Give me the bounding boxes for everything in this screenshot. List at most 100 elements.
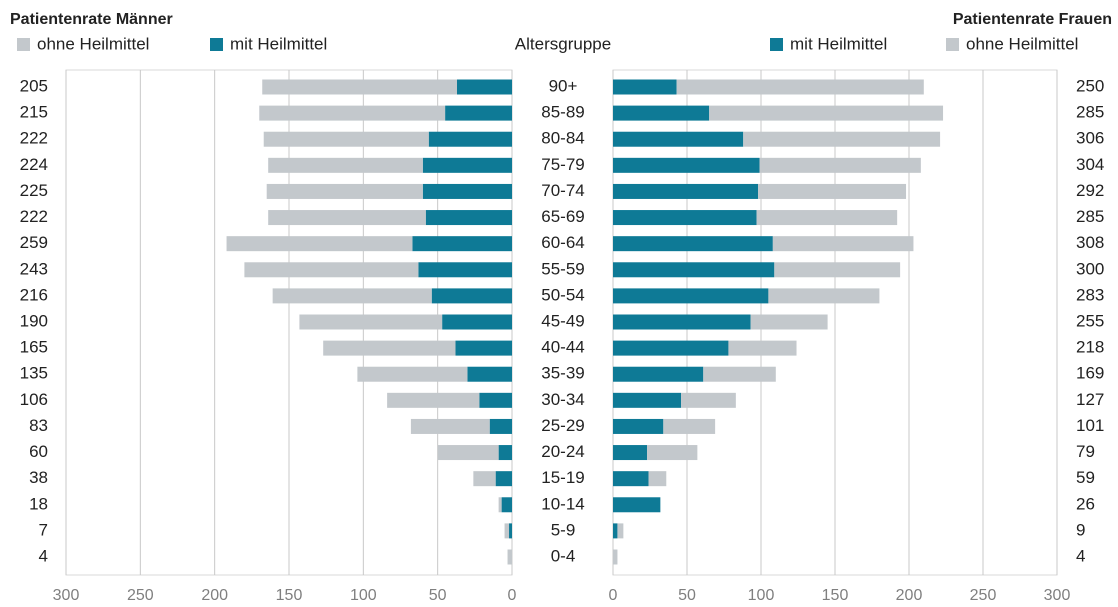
bar [262,79,457,95]
bar [613,105,710,121]
total-label: 306 [1076,129,1104,148]
x-tick-label: 250 [127,587,154,604]
bar [663,418,716,434]
total-label: 255 [1076,311,1104,330]
bar [613,392,682,408]
total-label: 308 [1076,233,1104,252]
bar [504,523,510,539]
category-label: 45-49 [541,311,584,330]
total-label: 59 [1076,468,1095,487]
x-tick-label: 150 [822,587,849,604]
bar [507,549,512,565]
category-label: 30-34 [541,390,584,409]
legend-label: ohne Heilmittel [966,34,1078,53]
bar [613,314,751,330]
bar [498,497,502,513]
total-label: 222 [20,129,48,148]
bar [758,183,907,199]
total-label: 215 [20,103,48,122]
total-label: 169 [1076,364,1104,383]
total-label: 243 [20,259,48,278]
bar [756,210,898,226]
category-label: 80-84 [541,129,584,148]
total-label: 7 [39,520,48,539]
x-tick-label: 50 [678,587,696,604]
category-label: 10-14 [541,494,584,513]
bar [759,157,921,173]
bar [613,262,775,278]
category-label: 85-89 [541,103,584,122]
category-label: 65-69 [541,207,584,226]
total-label: 292 [1076,181,1104,200]
bar [703,366,776,382]
bar [613,366,704,382]
bar [442,314,512,330]
bar [647,445,698,461]
bar [428,131,512,147]
category-label: 5-9 [551,520,576,539]
legend-label: ohne Heilmittel [37,34,149,53]
right-title: Patientenrate Frauen [953,11,1112,28]
bar [268,157,423,173]
bar [613,79,677,95]
bar [613,288,769,304]
legend-label: mit Heilmittel [230,34,327,53]
total-label: 79 [1076,442,1095,461]
bar [495,471,512,487]
legend-label: mit Heilmittel [790,34,887,53]
total-label: 300 [1076,259,1104,278]
bar [613,497,661,513]
bar [613,340,729,356]
category-label: 55-59 [541,259,584,278]
bar [676,79,924,95]
x-tick-label: 200 [896,587,923,604]
bar [263,131,429,147]
bar [501,497,512,513]
category-label: 75-79 [541,155,584,174]
bar [509,523,512,539]
bar [613,523,618,539]
total-label: 216 [20,285,48,304]
bar [412,236,512,252]
bar [410,418,490,434]
x-tick-label: 200 [201,587,228,604]
bar [418,262,512,278]
bar [774,262,901,278]
category-axis-label: Altersgruppe [515,34,611,53]
total-label: 83 [29,416,48,435]
x-tick-label: 100 [350,587,377,604]
total-label: 304 [1076,155,1104,174]
total-label: 224 [20,155,48,174]
total-label: 26 [1076,494,1095,513]
bar [489,418,512,434]
category-label: 60-64 [541,233,584,252]
x-tick-label: 300 [53,587,80,604]
bar [425,210,512,226]
bar [268,210,426,226]
bar [613,549,618,565]
bar [299,314,443,330]
bar [445,105,512,121]
category-label: 70-74 [541,181,584,200]
bar [323,340,456,356]
legend-swatch [210,38,223,51]
bar [431,288,512,304]
category-label: 15-19 [541,468,584,487]
bar [498,445,512,461]
bar [613,210,757,226]
category-label: 20-24 [541,442,584,461]
x-tick-label: 150 [276,587,303,604]
total-label: 222 [20,207,48,226]
bar [768,288,880,304]
bar [357,366,468,382]
total-label: 218 [1076,338,1104,357]
bar [422,183,512,199]
bar [259,105,446,121]
bar [455,340,512,356]
total-label: 190 [20,311,48,330]
total-label: 285 [1076,103,1104,122]
bar [613,183,759,199]
bar [750,314,828,330]
total-label: 285 [1076,207,1104,226]
bar [613,418,664,434]
